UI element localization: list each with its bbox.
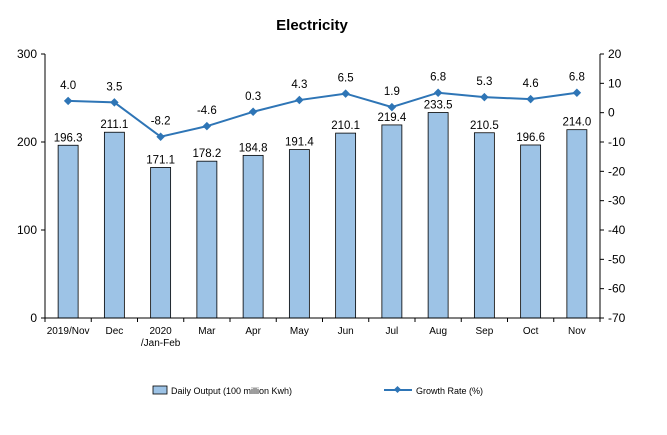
growth-label-3: -4.6 [197, 105, 217, 117]
bar-label-11: 214.0 [562, 117, 591, 129]
right-tick-label-2: 0 [608, 106, 615, 120]
bar-6 [335, 132, 357, 319]
bars-group [57, 112, 588, 319]
growth-point-10 [526, 94, 535, 104]
growth-label-4: 0.3 [245, 91, 261, 103]
growth-rate-line [68, 91, 578, 138]
bar-label-9: 210.5 [470, 120, 499, 132]
x-tick-label-2: 2020/Jan-Feb [141, 326, 181, 349]
right-tick-label-8: -60 [608, 282, 626, 296]
growth-label-11: 6.8 [569, 72, 585, 84]
bar-9 [473, 132, 495, 319]
x-tick-label-3: Mar [198, 326, 216, 337]
right-tick-label-4: -20 [608, 164, 626, 178]
growth-label-0: 4.0 [60, 80, 76, 92]
growth-point-0 [63, 96, 73, 106]
growth-point-3 [202, 121, 212, 131]
legend-line-label: Growth Rate (%) [416, 386, 483, 396]
left-tick-label-0: 0 [30, 311, 37, 325]
bar-1 [103, 131, 125, 319]
bar-label-8: 233.5 [424, 100, 453, 112]
growth-label-5: 4.3 [291, 79, 307, 91]
growth-point-2 [156, 132, 165, 141]
x-tick-label-7: Jul [385, 326, 398, 337]
x-tick-label-9: Sep [475, 326, 493, 337]
growth-point-4 [248, 107, 258, 117]
bar-8 [427, 112, 449, 319]
growth-label-6: 6.5 [338, 73, 354, 85]
right-tick-label-3: -10 [608, 135, 626, 149]
x-tick-label-4: Apr [245, 326, 261, 337]
bar-label-6: 210.1 [331, 120, 360, 132]
bar-label-10: 196.6 [516, 132, 545, 144]
right-tick-label-1: 10 [608, 76, 622, 90]
chart-title: Electricity [276, 17, 348, 34]
labels-group: 196.3 211.1 171.1 178.2 184.8 191.4 210.1 219.4… [54, 72, 592, 167]
growth-label-7: 1.9 [384, 86, 400, 98]
x-tick-label-1: Dec [105, 326, 123, 337]
bar-11 [566, 129, 588, 319]
bar-label-7: 219.4 [377, 112, 406, 124]
growth-point-11 [572, 88, 582, 97]
legend-line-marker [393, 385, 402, 394]
bar-label-1: 211.1 [100, 119, 128, 131]
growth-point-1 [110, 98, 119, 107]
bar-label-5: 191.4 [285, 137, 314, 149]
growth-label-10: 4.6 [523, 78, 539, 90]
left-tick-label-3: 300 [17, 47, 37, 61]
right-tick-label-7: -50 [608, 252, 626, 266]
legend-bar-label: Daily Output (100 million Kwh) [171, 386, 292, 396]
growth-point-9 [480, 92, 489, 102]
left-tick-label-2: 200 [17, 135, 37, 149]
line-group [63, 88, 582, 141]
x-tick-label-10: Oct [523, 326, 539, 337]
growth-label-9: 5.3 [476, 76, 492, 88]
growth-point-6 [341, 89, 350, 98]
bar-label-2: 171.1 [146, 154, 175, 166]
growth-point-5 [295, 95, 304, 105]
x-tick-label-11: Nov [568, 326, 586, 337]
bar-3 [196, 160, 218, 319]
bar-10 [520, 144, 542, 319]
bar-5 [288, 149, 310, 319]
x-tick-label-8: Aug [429, 326, 447, 337]
right-tick-label-5: -30 [608, 194, 626, 208]
legend-bar-swatch [152, 385, 168, 395]
growth-label-8: 6.8 [430, 72, 446, 84]
bar-label-0: 196.3 [54, 132, 83, 144]
bar-2 [150, 167, 172, 319]
right-tick-label-9: -70 [608, 311, 626, 325]
bar-4 [242, 154, 264, 319]
left-tick-label-1: 100 [17, 223, 37, 237]
bar-label-3: 178.2 [192, 148, 221, 160]
right-tick-label-0: 20 [608, 47, 622, 61]
bar-0 [57, 144, 79, 319]
growth-label-1: 3.5 [106, 81, 122, 93]
x-tick-label-0: 2019/Nov [47, 326, 90, 337]
growth-label-2: -8.2 [151, 116, 171, 128]
growth-point-8 [433, 88, 443, 97]
x-tick-label-5: May [290, 326, 309, 337]
legend: Daily Output (100 million Kwh) Growth Rat… [152, 385, 483, 396]
right-tick-label-6: -40 [608, 223, 626, 237]
growth-point-7 [387, 102, 397, 112]
bar-7 [381, 124, 403, 319]
x-tick-label-6: Jun [338, 326, 354, 337]
bar-label-4: 184.8 [239, 142, 268, 154]
